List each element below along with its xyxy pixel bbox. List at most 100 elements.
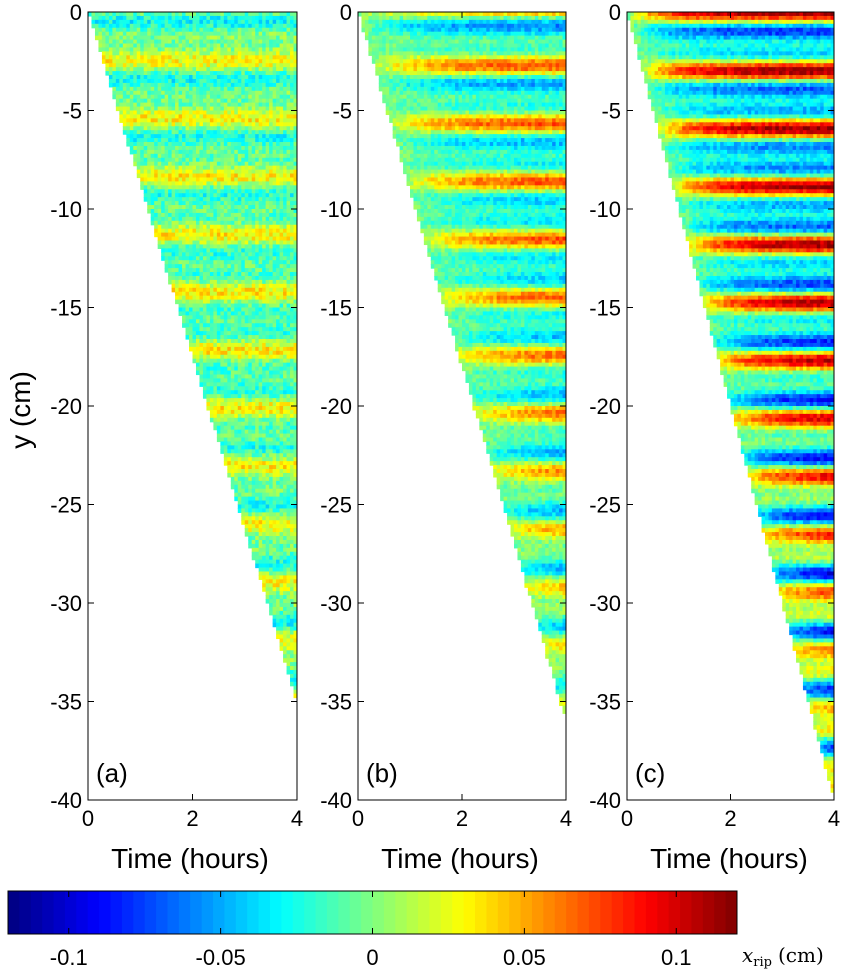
heatmap-cell <box>293 382 297 387</box>
heatmap-cell <box>276 295 281 301</box>
heatmap-cell <box>223 209 228 214</box>
heatmap-cell <box>185 205 190 210</box>
heatmap-cell <box>150 118 155 123</box>
heatmap-cell <box>248 82 253 88</box>
heatmap-cell <box>175 260 180 265</box>
heatmap-cell <box>209 35 214 41</box>
heatmap-cell <box>122 55 127 60</box>
heatmap-cell <box>276 516 281 521</box>
heatmap-cell <box>175 75 180 80</box>
heatmap-cell <box>220 311 225 316</box>
heatmap-cell <box>209 161 214 167</box>
heatmap-cell <box>175 279 180 285</box>
heatmap-cell <box>276 142 281 147</box>
heatmap-cell <box>189 335 194 340</box>
heatmap-cell <box>189 339 194 344</box>
heatmap-cell <box>237 236 242 242</box>
heatmap-cell <box>269 126 274 131</box>
heatmap-cell <box>122 63 127 68</box>
heatmap-cell <box>209 406 214 411</box>
heatmap-cell <box>185 67 190 72</box>
heatmap-cell <box>265 295 270 301</box>
heatmap-cell <box>237 193 242 198</box>
heatmap-cell <box>241 142 246 147</box>
heatmap-cell <box>262 161 267 167</box>
heatmap-cell <box>171 157 176 163</box>
heatmap-cell <box>192 236 197 242</box>
heatmap-cell <box>255 402 260 407</box>
heatmap-cell <box>223 71 228 76</box>
heatmap-cell <box>290 496 295 502</box>
heatmap-cell <box>255 15 260 21</box>
heatmap-cell <box>216 319 221 324</box>
heatmap-cell <box>227 445 232 450</box>
heatmap-cell <box>241 43 246 49</box>
heatmap-cell <box>216 185 221 190</box>
heatmap-cell <box>189 205 194 210</box>
heatmap-cell <box>237 39 242 45</box>
heatmap-cell <box>171 252 176 257</box>
heatmap-cell <box>171 90 176 96</box>
heatmap-cell <box>241 331 246 336</box>
heatmap-cell <box>140 114 145 119</box>
heatmap-cell <box>251 532 256 537</box>
heatmap-cell <box>154 39 159 45</box>
heatmap-cell <box>213 275 218 281</box>
heatmap-cell <box>133 63 138 68</box>
heatmap-cell <box>279 216 284 222</box>
heatmap-cell <box>262 75 267 80</box>
heatmap-cell <box>175 201 180 206</box>
heatmap-cell <box>244 78 249 84</box>
heatmap-cell <box>216 275 221 281</box>
heatmap-cell <box>220 189 225 194</box>
heatmap-cell <box>189 114 194 119</box>
heatmap-cell <box>251 201 256 206</box>
heatmap-cell <box>216 35 221 41</box>
heatmap-cell <box>251 441 256 446</box>
heatmap-cell <box>157 149 162 155</box>
heatmap-cell <box>234 27 239 33</box>
heatmap-cell <box>136 82 141 88</box>
heatmap-cell <box>133 138 138 143</box>
heatmap-cell <box>283 240 288 246</box>
heatmap-cell <box>244 299 249 305</box>
heatmap-cell <box>206 149 211 155</box>
heatmap-cell <box>230 220 235 226</box>
heatmap-cell <box>258 39 263 45</box>
heatmap-cell <box>244 508 249 513</box>
heatmap-cell <box>202 362 208 368</box>
heatmap-cell <box>105 12 110 17</box>
heatmap-cell <box>262 106 267 112</box>
heatmap-cell <box>213 216 218 222</box>
heatmap-cell <box>182 122 187 127</box>
heatmap-cell <box>195 106 201 112</box>
heatmap-cell <box>199 27 204 33</box>
heatmap-cell <box>105 55 110 60</box>
heatmap-cell <box>175 193 180 198</box>
heatmap-cell <box>251 232 256 238</box>
heatmap-cell <box>175 264 180 269</box>
heatmap-cell <box>265 130 270 135</box>
heatmap-cell <box>220 75 225 80</box>
heatmap-cell <box>237 82 242 88</box>
heatmap-cell <box>265 331 270 336</box>
heatmap-cell <box>237 386 242 391</box>
heatmap-cell <box>258 15 263 21</box>
heatmap-cell <box>147 35 152 41</box>
heatmap-cell <box>272 252 277 257</box>
heatmap-cell <box>157 19 162 25</box>
heatmap-cell <box>178 165 183 171</box>
heatmap-cell <box>230 433 235 439</box>
heatmap-cell <box>189 82 194 88</box>
heatmap-cell <box>269 209 274 214</box>
heatmap-cell <box>286 275 291 281</box>
heatmap-cell <box>213 126 218 131</box>
heatmap-cell <box>216 323 221 328</box>
heatmap-cell <box>241 465 246 470</box>
heatmap-cell <box>293 342 297 348</box>
heatmap-cell <box>258 189 263 194</box>
heatmap-cell <box>290 504 295 510</box>
heatmap-cell <box>202 157 208 163</box>
heatmap-cell <box>157 201 162 206</box>
heatmap-cell <box>206 82 211 88</box>
